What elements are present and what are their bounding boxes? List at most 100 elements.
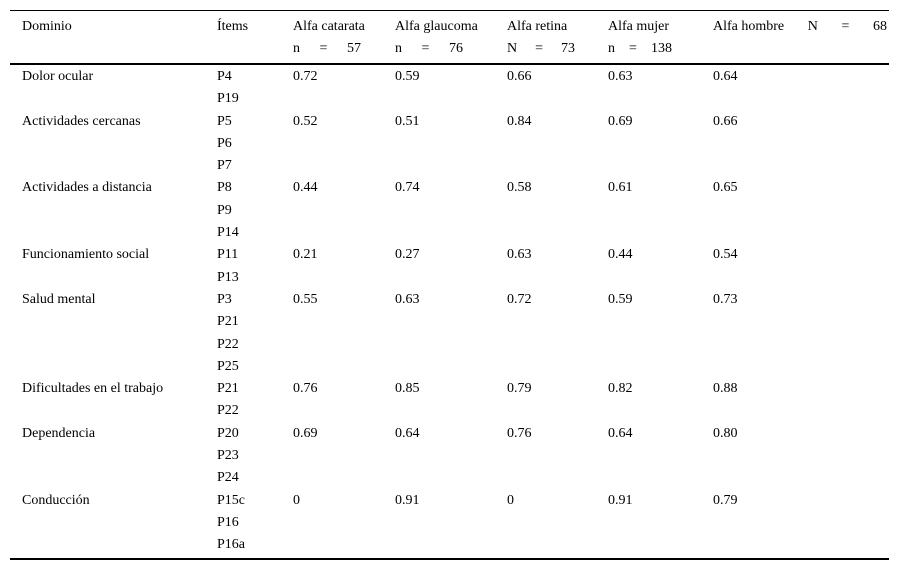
alpha-value-cell: 0 xyxy=(507,492,514,508)
alpha-value-cell xyxy=(293,534,395,556)
alpha-value-cell xyxy=(713,467,889,489)
alpha-value-cell: 0.55 xyxy=(293,291,318,307)
table-row-line: P6 xyxy=(10,133,889,155)
alpha-value-cell: 0.91 xyxy=(608,492,633,508)
alpha-value-cell xyxy=(713,334,889,356)
item-cell: P9 xyxy=(217,202,232,218)
alpha-value-cell xyxy=(395,88,507,110)
table-row-line: P16a xyxy=(10,534,889,556)
item-cell: P14 xyxy=(217,225,239,241)
alpha-value-cell xyxy=(507,400,608,422)
alpha-value-cell xyxy=(395,534,507,556)
alpha-value-cell xyxy=(293,512,395,534)
equals-sign: = xyxy=(319,41,328,56)
table-row-line: P7 xyxy=(10,155,889,177)
alpha-value-cell xyxy=(395,267,507,289)
alpha-value-cell xyxy=(713,267,889,289)
n-symbol: n xyxy=(293,41,300,56)
column-header-label: Dominio xyxy=(22,19,72,34)
column-header-alfa-hombre: Alfa hombre N = 68 xyxy=(713,16,889,60)
alpha-value-cell: 0.69 xyxy=(293,425,318,441)
domain-cell xyxy=(22,200,217,222)
n-symbol: n xyxy=(395,41,402,56)
alpha-value-cell: 0.44 xyxy=(608,247,633,263)
alpha-value-cell: 0.84 xyxy=(507,113,532,129)
alpha-value-cell: 0.58 xyxy=(507,180,532,196)
table-row-line: P13 xyxy=(10,267,889,289)
table-bottom-rule xyxy=(10,557,889,560)
equals-sign: = xyxy=(421,41,430,56)
column-header-label: Alfa hombre xyxy=(713,19,785,34)
alpha-value-cell xyxy=(293,334,395,356)
alpha-value-cell: 0.51 xyxy=(395,113,420,129)
alpha-value-cell xyxy=(608,467,713,489)
item-cell: P16a xyxy=(217,537,245,553)
n-value: 68 xyxy=(872,19,887,34)
header-divider-rule xyxy=(10,63,889,65)
alpha-value-cell: 0.27 xyxy=(395,247,420,263)
alpha-value-cell xyxy=(293,445,395,467)
domain-cell: Dificultades en el trabajo xyxy=(22,381,164,397)
alpha-value-cell: 0.85 xyxy=(395,381,420,397)
alpha-value-cell: 0.65 xyxy=(713,180,738,196)
alpha-value-cell xyxy=(395,512,507,534)
reliability-table: Dominio Ítems Alfa catarata n = 57 Alfa … xyxy=(10,10,889,560)
equals-sign: = xyxy=(535,41,544,56)
domain-cell xyxy=(22,88,217,110)
equals-sign: = xyxy=(841,19,850,34)
domain-cell: Conducción xyxy=(22,492,90,508)
column-header-items: Ítems xyxy=(217,16,293,60)
alpha-value-cell: 0.76 xyxy=(293,381,318,397)
item-cell: P5 xyxy=(217,113,232,129)
column-header-label: Alfa retina xyxy=(507,19,568,34)
alpha-value-cell xyxy=(507,311,608,333)
alpha-value-cell xyxy=(507,334,608,356)
table-row-line: P22 xyxy=(10,334,889,356)
alpha-value-cell xyxy=(608,155,713,177)
column-header-dominio: Dominio xyxy=(22,16,217,60)
alpha-value-cell xyxy=(293,222,395,244)
domain-cell xyxy=(22,267,217,289)
table-row-line: Dificultades en el trabajo P21 0.76 0.85 0.7… xyxy=(10,378,889,400)
item-cell: P19 xyxy=(217,91,239,107)
alpha-value-cell: 0.64 xyxy=(608,425,633,441)
table-row-line: Funcionamiento social P11 0.21 0.27 0.63 0.44… xyxy=(10,244,889,266)
alpha-value-cell xyxy=(395,222,507,244)
table-body: Dolor ocular P4 0.72 0.59 0.66 0.63 0.64 P19 Act… xyxy=(10,65,889,558)
domain-cell xyxy=(22,356,217,378)
alpha-value-cell: 0.59 xyxy=(608,291,633,307)
alpha-value-cell xyxy=(507,445,608,467)
domain-cell xyxy=(22,334,217,356)
alpha-value-cell xyxy=(293,467,395,489)
alpha-value-cell xyxy=(293,200,395,222)
n-value: 76 xyxy=(449,41,463,56)
item-cell: P20 xyxy=(217,425,239,441)
table-row-line: P19 xyxy=(10,88,889,110)
alpha-value-cell xyxy=(713,155,889,177)
alpha-value-cell xyxy=(608,356,713,378)
alpha-value-cell xyxy=(507,155,608,177)
alpha-value-cell: 0.66 xyxy=(507,69,532,84)
alpha-value-cell xyxy=(293,267,395,289)
alpha-value-cell xyxy=(608,334,713,356)
alpha-value-cell: 0.44 xyxy=(293,180,318,196)
alpha-value-cell xyxy=(507,512,608,534)
alpha-value-cell: 0.91 xyxy=(395,492,420,508)
alpha-value-cell xyxy=(608,400,713,422)
alpha-value-cell xyxy=(395,311,507,333)
alpha-value-cell xyxy=(395,445,507,467)
table-row-line: P9 xyxy=(10,200,889,222)
table-row-line: P23 xyxy=(10,445,889,467)
table-row-line: Dependencia P20 0.69 0.64 0.76 0.64 0.80 xyxy=(10,423,889,445)
alpha-value-cell: 0.52 xyxy=(293,113,318,129)
column-header-label: Ítems xyxy=(217,19,249,34)
alpha-value-cell xyxy=(507,467,608,489)
item-cell: P3 xyxy=(217,291,232,307)
alpha-value-cell xyxy=(293,311,395,333)
alpha-value-cell xyxy=(293,155,395,177)
alpha-value-cell: 0.21 xyxy=(293,247,318,263)
sample-size-subline: n = 138 xyxy=(608,38,672,60)
alpha-value-cell xyxy=(608,222,713,244)
alpha-value-cell xyxy=(608,88,713,110)
table-header: Dominio Ítems Alfa catarata n = 57 Alfa … xyxy=(10,11,889,63)
